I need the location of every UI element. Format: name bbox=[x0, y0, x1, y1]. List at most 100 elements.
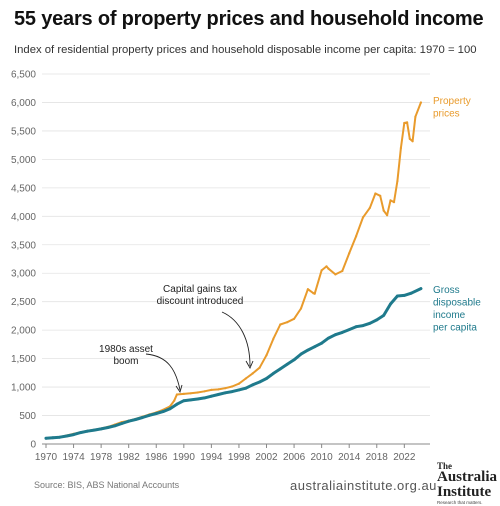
annotation-cgt-line2: discount introduced bbox=[157, 296, 244, 307]
data-point bbox=[389, 302, 392, 306]
data-point bbox=[408, 137, 411, 140]
data-point bbox=[182, 392, 185, 395]
data-point bbox=[361, 216, 365, 219]
data-point bbox=[203, 390, 206, 393]
x-tick-label: 2018 bbox=[366, 452, 389, 463]
data-point bbox=[396, 294, 399, 298]
y-tick-label: 4,500 bbox=[11, 183, 36, 194]
data-point bbox=[224, 387, 227, 390]
data-point bbox=[216, 393, 220, 396]
data-point bbox=[299, 352, 303, 356]
data-point bbox=[72, 433, 75, 436]
data-point bbox=[368, 206, 371, 209]
data-point bbox=[127, 419, 131, 423]
x-tick-label: 2006 bbox=[283, 452, 306, 463]
source-note: Source: BIS, ABS National Accounts bbox=[34, 480, 180, 490]
x-tick-label: 2022 bbox=[393, 452, 416, 463]
data-point bbox=[182, 399, 186, 403]
annotation-asset-boom-line2: boom bbox=[113, 356, 138, 367]
data-point bbox=[313, 345, 317, 349]
data-point bbox=[244, 386, 248, 390]
annotation-cgt-arrow bbox=[221, 311, 251, 367]
chart-title: 55 years of property prices and househol… bbox=[14, 8, 484, 30]
data-point bbox=[419, 101, 422, 104]
data-point bbox=[120, 422, 124, 425]
data-point bbox=[237, 382, 240, 385]
data-point bbox=[278, 367, 282, 371]
data-point bbox=[399, 146, 402, 150]
data-point bbox=[396, 179, 399, 183]
data-point bbox=[320, 341, 323, 345]
data-point bbox=[334, 333, 337, 337]
annotation-asset-boom-arrowhead bbox=[175, 384, 183, 394]
data-point bbox=[173, 399, 176, 402]
y-tick-label: 1,500 bbox=[11, 354, 36, 365]
data-point bbox=[210, 388, 213, 391]
series-label-household-income: Gross bbox=[433, 285, 460, 296]
data-point bbox=[327, 336, 330, 340]
data-point bbox=[251, 372, 254, 375]
data-point bbox=[272, 337, 275, 340]
data-point bbox=[244, 377, 247, 380]
data-point bbox=[406, 121, 409, 124]
x-tick-label: 1986 bbox=[145, 452, 168, 463]
x-tick-label: 2002 bbox=[255, 452, 278, 463]
x-tick-label: 1978 bbox=[90, 452, 113, 463]
data-point bbox=[258, 380, 261, 384]
annotation-asset-boom-line1: 1980s asset bbox=[99, 344, 153, 355]
data-point bbox=[106, 426, 110, 429]
y-tick-label: 3,500 bbox=[11, 240, 36, 251]
data-point bbox=[374, 192, 377, 195]
data-point bbox=[231, 385, 234, 388]
data-point bbox=[51, 436, 55, 440]
data-point bbox=[285, 362, 289, 366]
data-point bbox=[403, 121, 406, 125]
data-point bbox=[196, 397, 200, 401]
data-point bbox=[134, 418, 138, 421]
data-point bbox=[175, 393, 178, 396]
data-point bbox=[92, 428, 96, 432]
data-point bbox=[161, 410, 165, 413]
series-line-property-prices bbox=[45, 101, 422, 440]
series-label-household-income: income bbox=[433, 310, 466, 321]
data-point bbox=[293, 317, 296, 320]
x-tick-label: 1970 bbox=[35, 452, 58, 463]
annotation-cgt-line1: Capital gains tax bbox=[163, 284, 237, 295]
data-point bbox=[355, 235, 358, 238]
data-point bbox=[389, 199, 392, 202]
data-point bbox=[141, 416, 144, 419]
y-tick-label: 4,000 bbox=[11, 212, 36, 223]
data-point bbox=[85, 429, 89, 433]
y-axis-ticks: 0 500 1,000 1,500 2,000 2,500 3,000 3,500 4,000 4… bbox=[11, 70, 36, 451]
data-point bbox=[196, 391, 199, 394]
line-chart: 0 500 1,000 1,500 2,000 2,500 3,000 3,500 4,000 4… bbox=[11, 70, 481, 464]
data-point bbox=[361, 324, 365, 327]
y-tick-label: 2,500 bbox=[11, 297, 36, 308]
data-point bbox=[44, 436, 48, 440]
data-point bbox=[334, 273, 337, 276]
data-point bbox=[237, 388, 241, 392]
data-point bbox=[411, 140, 414, 143]
data-point bbox=[272, 372, 275, 375]
data-point bbox=[113, 424, 117, 428]
data-point bbox=[306, 348, 310, 352]
data-point bbox=[392, 201, 396, 204]
data-point bbox=[230, 390, 234, 393]
data-point bbox=[347, 328, 351, 331]
data-point bbox=[382, 209, 385, 212]
y-tick-label: 3,000 bbox=[11, 269, 36, 280]
data-point bbox=[419, 287, 423, 290]
data-point bbox=[341, 269, 344, 273]
logo-line1: The bbox=[437, 461, 453, 471]
website-link[interactable]: australiainstitute.org.au bbox=[290, 478, 437, 493]
data-point bbox=[354, 325, 358, 329]
data-point bbox=[175, 402, 179, 406]
data-point bbox=[286, 321, 289, 324]
x-axis-ticks: 1970 1974 1978 1982 1986 1990 1994 1998 2002 2006… bbox=[35, 444, 416, 463]
x-tick-label: 2014 bbox=[338, 452, 361, 463]
data-point bbox=[223, 391, 227, 395]
y-tick-label: 2,000 bbox=[11, 326, 36, 337]
x-tick-label: 1974 bbox=[62, 452, 85, 463]
data-point bbox=[203, 396, 206, 400]
series-label-household-income: per capita bbox=[433, 323, 477, 334]
